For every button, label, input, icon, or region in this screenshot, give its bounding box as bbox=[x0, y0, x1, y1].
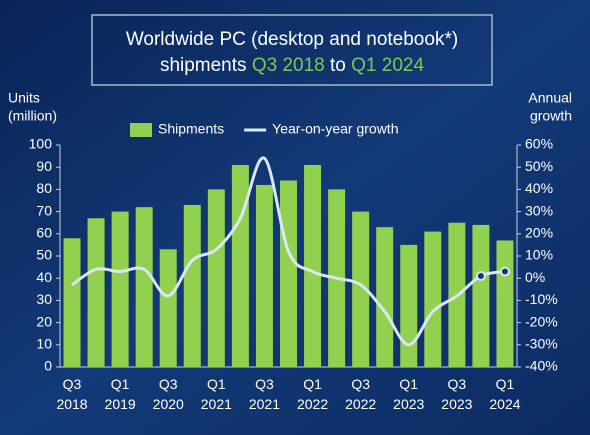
x-tick-label-line: 2023 bbox=[393, 396, 424, 412]
bar bbox=[111, 211, 129, 367]
x-tick-label: Q3 2020 bbox=[153, 376, 184, 412]
y-tick-label: 80 bbox=[36, 180, 52, 196]
bar bbox=[183, 204, 201, 367]
x-tick-label-line: Q1 bbox=[207, 376, 226, 392]
x-tick-label-line: 2021 bbox=[201, 396, 232, 412]
x-tick-label-line: Q3 bbox=[255, 376, 274, 392]
subtitle-part: Q1 2024 bbox=[351, 55, 424, 76]
x-tick-label: Q1 2021 bbox=[201, 376, 232, 412]
y-tick-label: 0 bbox=[44, 358, 52, 374]
y2-tick-label: 40% bbox=[525, 180, 553, 196]
x-tick-label-line: 2019 bbox=[105, 396, 136, 412]
y2-tick-label: -20% bbox=[525, 313, 558, 329]
x-tick-label: Q1 2019 bbox=[105, 376, 136, 412]
bar bbox=[376, 227, 394, 367]
bar bbox=[207, 189, 225, 367]
x-tick-label-line: 2024 bbox=[489, 396, 520, 412]
y-axis-label: Units bbox=[8, 90, 40, 106]
legend-label: Year-on-year growth bbox=[272, 121, 398, 137]
y-tick-label: 90 bbox=[36, 158, 52, 174]
y-axis-label: (million) bbox=[8, 108, 57, 124]
y-tick-label: 60 bbox=[36, 225, 52, 241]
bar bbox=[280, 180, 297, 367]
y-tick-label: 10 bbox=[36, 336, 52, 352]
x-tick-label: Q1 2022 bbox=[297, 376, 328, 412]
bar bbox=[63, 238, 81, 367]
bar bbox=[159, 249, 177, 367]
x-tick-label: Q1 2024 bbox=[489, 376, 520, 412]
subtitle-part: to bbox=[330, 55, 346, 76]
x-tick-label: Q3 2021 bbox=[249, 376, 280, 412]
y2-axis-label: Annual bbox=[528, 90, 572, 106]
x-tick-label-line: Q3 bbox=[351, 376, 370, 392]
growth-marker bbox=[499, 266, 510, 277]
y-tick-label: 100 bbox=[29, 136, 53, 152]
y-tick-label: 30 bbox=[36, 291, 52, 307]
growth-marker bbox=[475, 270, 486, 281]
x-tick-label-line: 2021 bbox=[249, 396, 280, 412]
bar bbox=[472, 224, 490, 367]
y-tick-label: 50 bbox=[36, 247, 52, 263]
x-tick-label-line: 2023 bbox=[441, 396, 472, 412]
x-tick-label-line: Q3 bbox=[159, 376, 178, 392]
y-tick-label: 20 bbox=[36, 313, 52, 329]
y2-tick-label: 10% bbox=[525, 247, 553, 263]
y2-tick-label: 60% bbox=[525, 136, 553, 152]
subtitle-part: shipments bbox=[160, 55, 247, 76]
bar bbox=[87, 218, 105, 367]
x-tick-label: Q3 2018 bbox=[56, 376, 87, 412]
x-tick-label-line: 2020 bbox=[153, 396, 184, 412]
bar bbox=[496, 240, 514, 367]
growth-line bbox=[71, 156, 506, 347]
chart-title: Worldwide PC (desktop and notebook*) bbox=[126, 29, 458, 50]
y2-tick-label: 20% bbox=[525, 225, 553, 241]
x-tick-label-line: 2022 bbox=[297, 396, 328, 412]
y2-axis-label: growth bbox=[530, 108, 572, 124]
legend-swatch bbox=[130, 123, 152, 137]
x-tick-label-line: 2022 bbox=[345, 396, 376, 412]
bar bbox=[255, 184, 273, 367]
y-tick-label: 70 bbox=[36, 202, 52, 218]
y2-tick-label: 50% bbox=[525, 158, 553, 174]
x-tick-label-line: Q3 bbox=[63, 376, 82, 392]
legend-label: Shipments bbox=[158, 121, 224, 137]
x-tick-label-line: Q3 bbox=[448, 376, 467, 392]
x-tick-label-line: 2018 bbox=[56, 396, 87, 412]
bar bbox=[135, 207, 153, 367]
bar bbox=[304, 164, 322, 367]
bar bbox=[424, 231, 442, 367]
bar bbox=[352, 211, 370, 367]
y-tick-label: 40 bbox=[36, 269, 52, 285]
x-tick-label-line: Q1 bbox=[496, 376, 515, 392]
y2-tick-label: -30% bbox=[525, 336, 558, 352]
x-tick-label-line: Q1 bbox=[399, 376, 418, 392]
x-tick-label: Q3 2022 bbox=[345, 376, 376, 412]
y2-tick-label: -40% bbox=[525, 358, 558, 374]
chart-subtitle: shipments Q3 2018 to Q1 2024 bbox=[160, 55, 425, 76]
y2-tick-label: -10% bbox=[525, 291, 558, 307]
subtitle-part: Q3 2018 bbox=[252, 55, 325, 76]
bar bbox=[400, 244, 418, 367]
y2-tick-label: 30% bbox=[525, 202, 553, 218]
x-tick-label: Q1 2023 bbox=[393, 376, 424, 412]
title-box bbox=[91, 14, 493, 86]
x-tick-label: Q3 2023 bbox=[441, 376, 472, 412]
x-tick-label-line: Q1 bbox=[303, 376, 322, 392]
y2-tick-label: 0% bbox=[525, 269, 545, 285]
bar bbox=[231, 164, 249, 367]
x-tick-label-line: Q1 bbox=[111, 376, 130, 392]
